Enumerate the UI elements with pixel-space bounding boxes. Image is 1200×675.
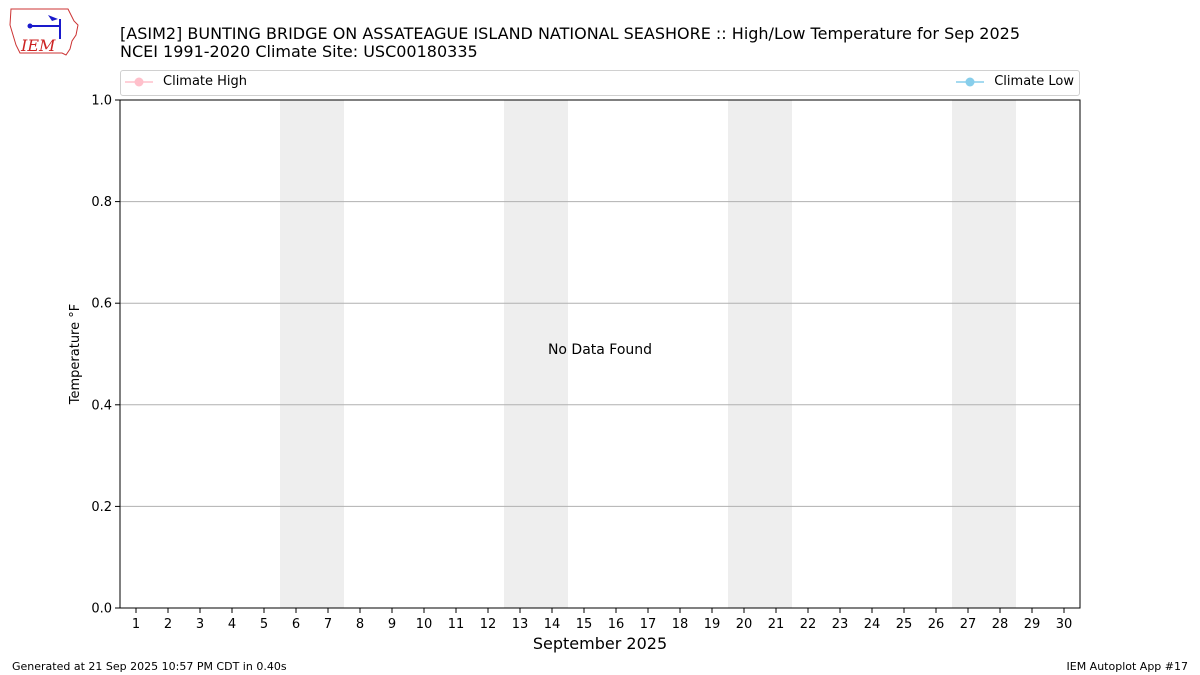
weekend-band	[728, 100, 760, 608]
x-tick-label: 28	[992, 617, 1009, 632]
x-tick-label: 8	[356, 617, 364, 632]
x-tick-label: 9	[388, 617, 396, 632]
legend-marker-high-icon	[125, 77, 153, 86]
y-tick-label: 0.6	[91, 297, 112, 312]
y-tick-label: 0.8	[91, 195, 112, 210]
x-tick-label: 7	[324, 617, 332, 632]
x-tick-label: 24	[864, 617, 881, 632]
weekend-band	[504, 100, 536, 608]
footer-generated: Generated at 21 Sep 2025 10:57 PM CDT in…	[12, 660, 287, 673]
x-tick-label: 20	[736, 617, 753, 632]
legend: Climate High Climate Low	[120, 70, 1080, 96]
weekend-band	[760, 100, 792, 608]
x-tick-label: 19	[704, 617, 721, 632]
x-tick-label: 29	[1024, 617, 1041, 632]
x-axis-label: September 2025	[533, 634, 667, 653]
title-line-2: NCEI 1991-2020 Climate Site: USC00180335	[120, 42, 478, 61]
weekend-band	[536, 100, 568, 608]
y-tick-label: 0.4	[91, 398, 112, 413]
chart-title: [ASIM2] BUNTING BRIDGE ON ASSATEAGUE ISL…	[120, 25, 1020, 61]
x-tick-label: 4	[228, 617, 236, 632]
x-tick-label: 2	[164, 617, 172, 632]
iem-logo: IEM	[9, 8, 79, 56]
x-tick-label: 5	[260, 617, 268, 632]
weekend-band	[312, 100, 344, 608]
x-tick-label: 23	[832, 617, 849, 632]
legend-label-low: Climate Low	[994, 74, 1074, 89]
x-tick-label: 18	[672, 617, 689, 632]
legend-marker-low-icon	[956, 77, 985, 86]
x-tick-label: 1	[132, 617, 140, 632]
x-tick-label: 27	[960, 617, 977, 632]
footer-app: IEM Autoplot App #17	[1066, 660, 1189, 673]
weekend-band	[280, 100, 312, 608]
y-axis-label: Temperature °F	[68, 304, 83, 405]
x-tick-label: 10	[416, 617, 433, 632]
x-tick-label: 26	[928, 617, 945, 632]
weekend-band	[984, 100, 1016, 608]
x-tick-label: 3	[196, 617, 204, 632]
x-tick-label: 12	[480, 617, 497, 632]
y-tick-label: 0.2	[91, 500, 112, 515]
legend-item-climate-low: Climate Low	[956, 74, 1074, 89]
x-tick-label: 17	[640, 617, 657, 632]
x-tick-label: 13	[512, 617, 529, 632]
x-tick-label: 11	[448, 617, 465, 632]
x-tick-label: 15	[576, 617, 593, 632]
x-tick-label: 30	[1056, 617, 1073, 632]
weekend-band	[952, 100, 984, 608]
x-tick-label: 16	[608, 617, 625, 632]
no-data-annotation: No Data Found	[548, 342, 652, 358]
x-tick-label: 14	[544, 617, 561, 632]
logo-text: IEM	[20, 36, 56, 55]
x-tick-label: 6	[292, 617, 300, 632]
legend-label-high: Climate High	[163, 74, 248, 89]
y-tick-label: 0.0	[91, 602, 112, 617]
plot-frame	[119, 99, 1081, 609]
x-tick-label: 21	[768, 617, 785, 632]
legend-item-climate-high: Climate High	[125, 74, 247, 89]
y-tick-label: 1.0	[91, 94, 112, 109]
title-line-1: [ASIM2] BUNTING BRIDGE ON ASSATEAGUE ISL…	[120, 24, 1021, 43]
x-tick-label: 22	[800, 617, 817, 632]
x-tick-label: 25	[896, 617, 913, 632]
